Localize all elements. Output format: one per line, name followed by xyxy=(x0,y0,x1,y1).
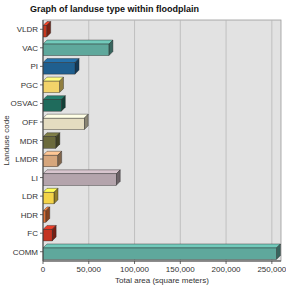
bar xyxy=(43,63,75,74)
bar-side xyxy=(56,133,60,148)
bar-side xyxy=(52,225,56,240)
bar xyxy=(43,44,109,55)
x-axis-label: Total area (square meters) xyxy=(115,276,209,285)
bars xyxy=(43,22,280,260)
grid-line xyxy=(134,20,135,261)
category-label: LMDR xyxy=(15,155,38,164)
bar-side xyxy=(47,22,51,37)
tick-label: 50,000 xyxy=(77,265,102,274)
tick-label: 0 xyxy=(41,265,46,274)
bar-side xyxy=(84,114,88,129)
tick-label: 150,000 xyxy=(166,265,195,274)
category-label: PI xyxy=(30,62,38,71)
bar xyxy=(43,81,59,92)
category-label: LDR xyxy=(22,192,38,201)
bar-side xyxy=(59,77,63,92)
bar xyxy=(43,118,84,129)
chart: 0 50,000 100,000 150,000 200,000 250,000 VLDR V… xyxy=(0,0,286,307)
bar-side xyxy=(54,188,58,203)
x-axis xyxy=(43,261,281,262)
y-axis xyxy=(43,20,44,261)
category-label: OFF xyxy=(22,118,38,127)
category-label: HDR xyxy=(21,211,39,220)
category-label: COMM xyxy=(13,248,39,257)
bar-top xyxy=(43,40,113,44)
bar xyxy=(43,174,116,185)
bar-top xyxy=(43,114,88,118)
bar-top xyxy=(43,170,120,174)
bar xyxy=(43,248,276,259)
category-label: FC xyxy=(27,229,38,238)
bar-side xyxy=(61,96,65,111)
bar-side xyxy=(116,170,120,185)
category-label: OSVAC xyxy=(11,99,39,108)
y-axis-label: Landuse code xyxy=(2,115,11,166)
bar-side xyxy=(58,151,62,166)
grid-line xyxy=(226,20,227,261)
category-label: VAC xyxy=(22,44,38,53)
bar xyxy=(43,100,61,111)
bar-side xyxy=(109,40,113,55)
bar-side xyxy=(75,59,79,74)
plot-area xyxy=(43,20,281,261)
tick-label: 250,000 xyxy=(257,265,286,274)
category-label: MDR xyxy=(20,137,38,146)
bar xyxy=(43,192,54,203)
tick-label: 200,000 xyxy=(212,265,241,274)
bar xyxy=(43,155,58,166)
tick-label: 100,000 xyxy=(120,265,149,274)
bar xyxy=(43,137,56,148)
bar xyxy=(43,229,52,240)
grid-line xyxy=(43,20,44,261)
category-label: VLDR xyxy=(17,25,39,34)
bar-top xyxy=(43,244,280,248)
category-label: LI xyxy=(31,174,38,183)
bar-side xyxy=(46,207,50,222)
grid-line xyxy=(88,20,89,261)
grid-line xyxy=(180,20,181,261)
bar-top xyxy=(43,59,79,63)
title: Graph of landuse type within floodplain xyxy=(30,4,199,14)
category-label: PGC xyxy=(21,81,39,90)
bar xyxy=(43,26,47,37)
grid-line xyxy=(271,20,272,261)
bar-side xyxy=(276,244,280,259)
